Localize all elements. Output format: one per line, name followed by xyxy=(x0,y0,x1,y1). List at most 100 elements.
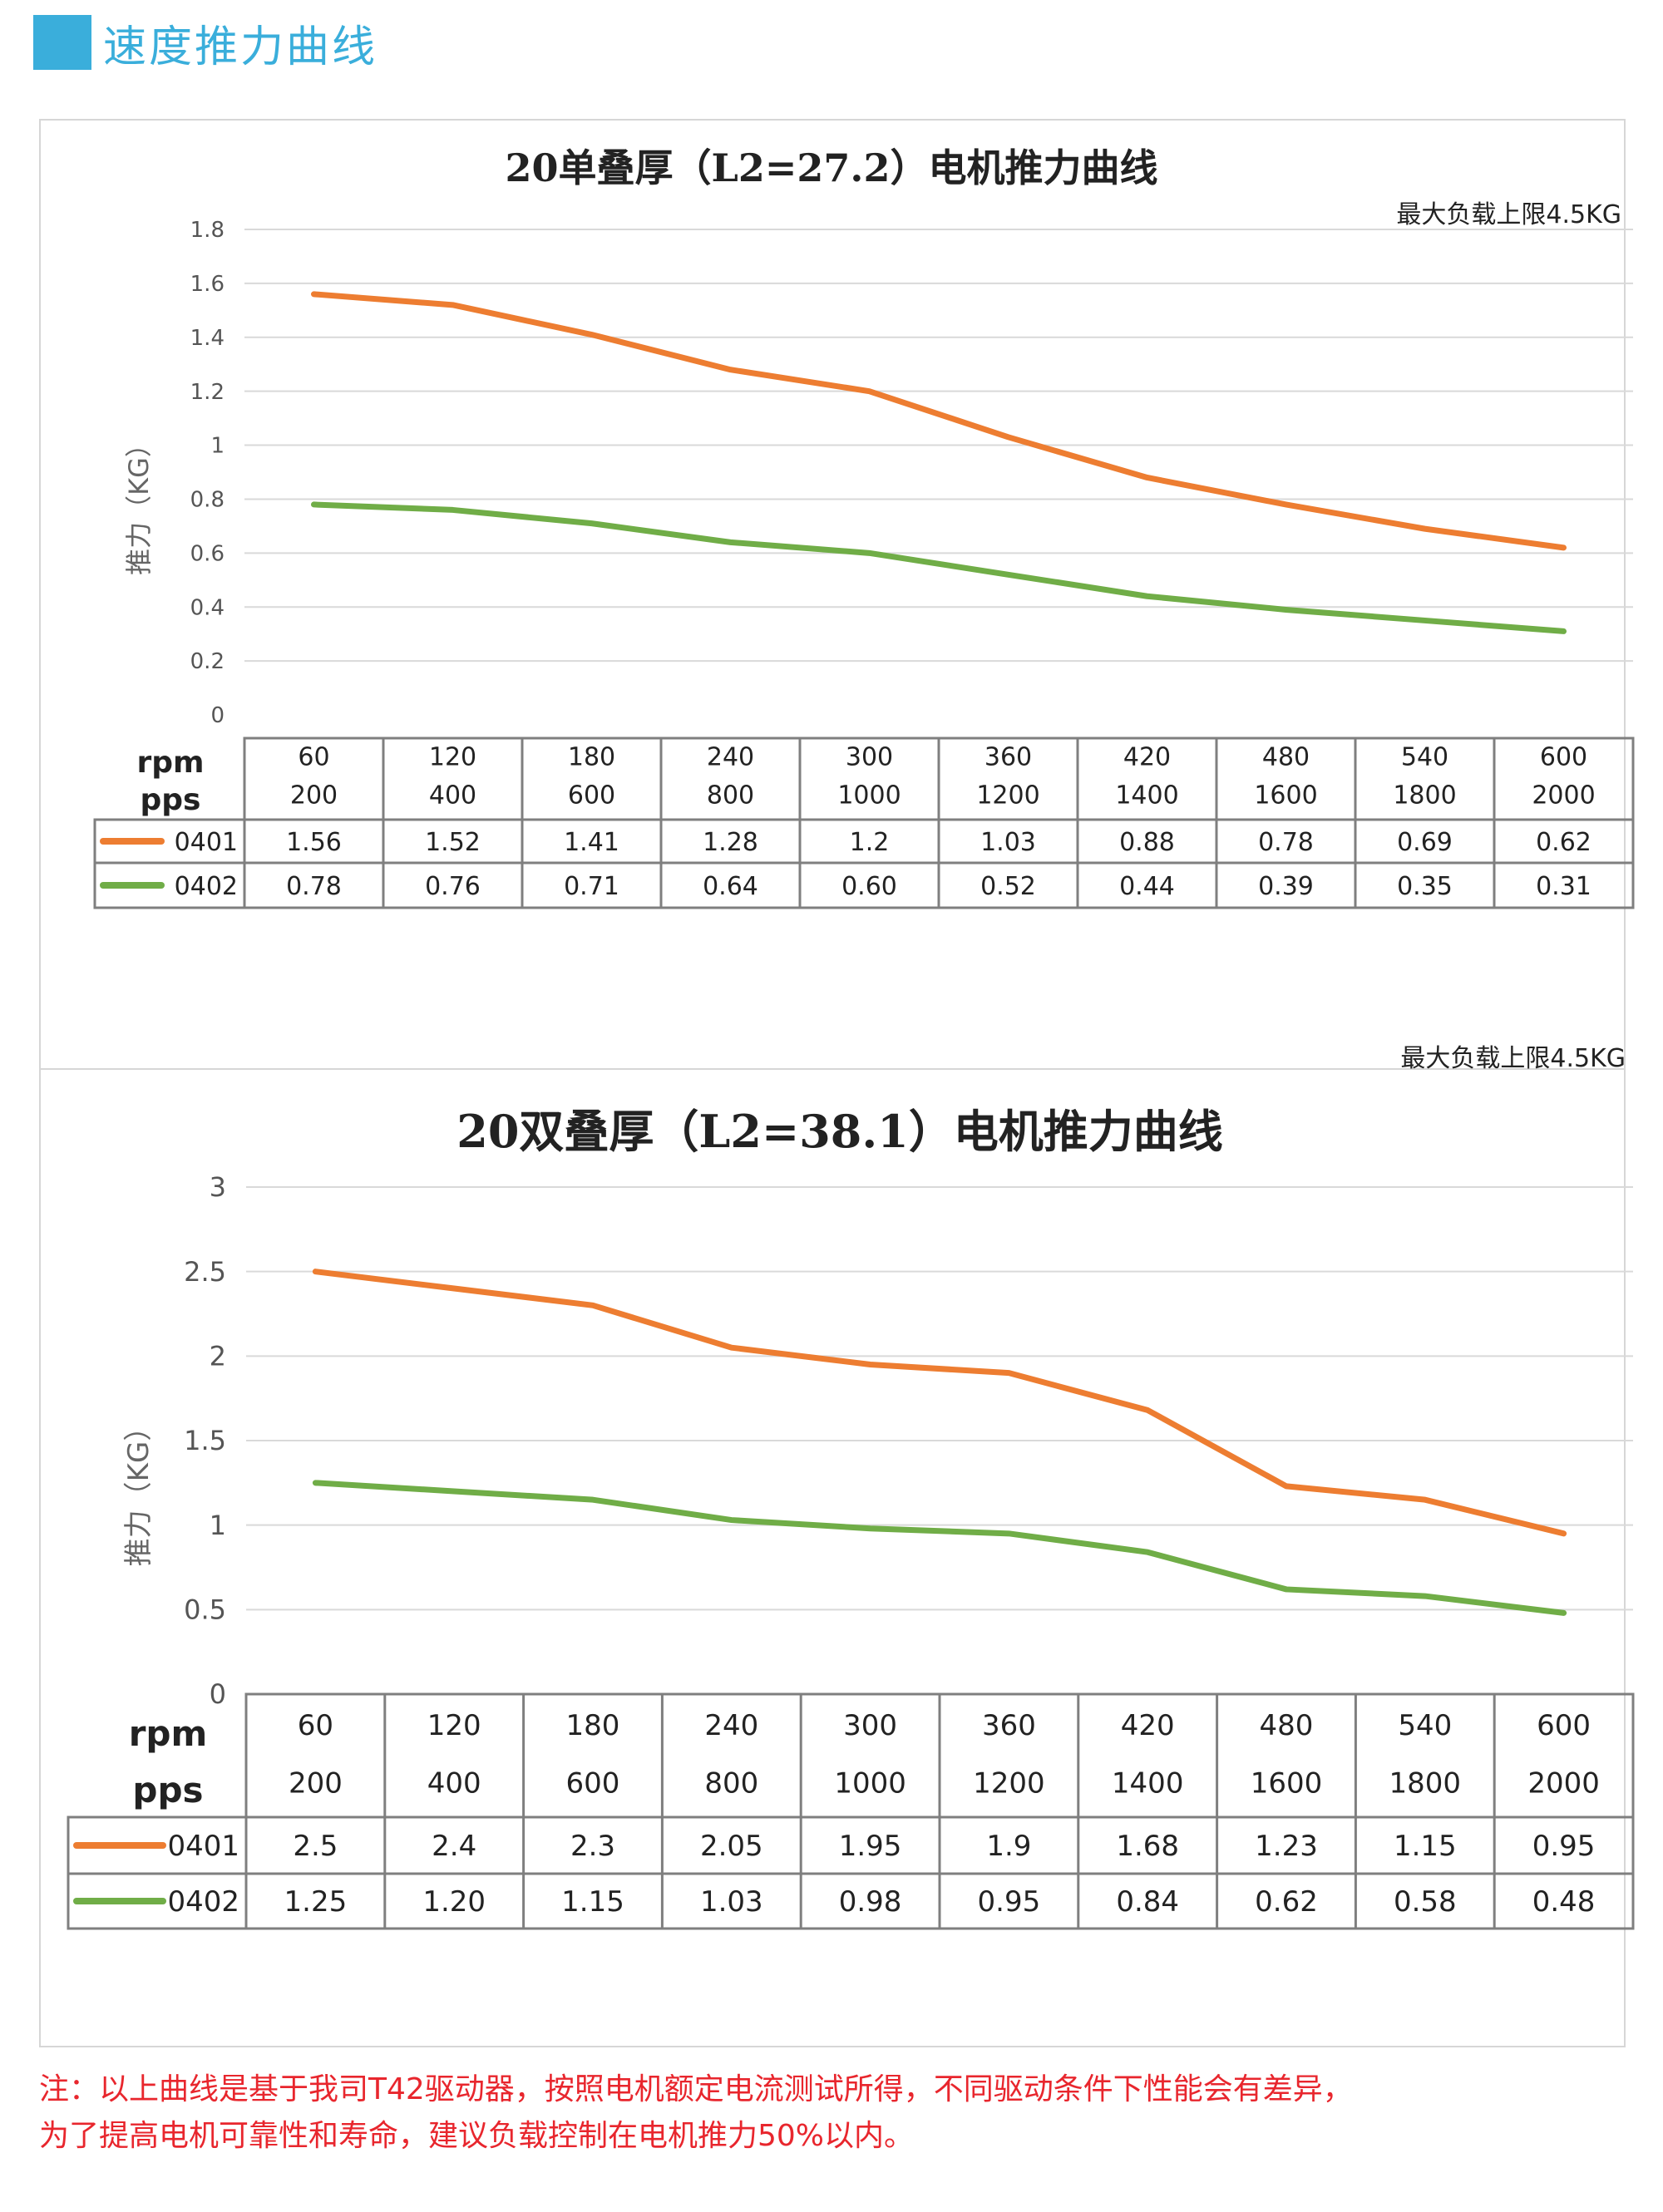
chart2-y-tick-label: 2.5 xyxy=(184,1256,226,1288)
chart1-y-tick-label: 0.6 xyxy=(190,541,225,566)
chart2-rpm-label: 60 xyxy=(298,1709,333,1742)
chart2-data-label-0401: 1.68 xyxy=(1116,1830,1179,1863)
chart2-pps-label: 2000 xyxy=(1527,1766,1600,1800)
chart2-data-label-0402: 1.20 xyxy=(422,1885,486,1919)
chart2-pps-label: 1000 xyxy=(834,1766,906,1800)
chart1-data-label-0401: 1.03 xyxy=(980,828,1036,857)
chart1-y-tick-label: 1.8 xyxy=(190,218,225,243)
chart1-data-label-0401: 0.69 xyxy=(1397,828,1453,857)
charts-divider xyxy=(39,1068,1626,1070)
chart2-data-label-0401: 2.05 xyxy=(700,1830,763,1863)
chart1-pps-label: 800 xyxy=(707,781,754,810)
chart1-data-label-0401: 1.28 xyxy=(703,828,758,857)
chart1-legend-label-0401: 0401 xyxy=(175,828,238,857)
chart1-y-tick-label: 1 xyxy=(210,434,225,459)
chart2-y-tick-label: 3 xyxy=(210,1171,226,1203)
chart1-data-label-0402: 0.31 xyxy=(1536,872,1591,901)
section-marker-icon xyxy=(33,15,91,70)
chart1-max-load-note: 最大负载上限4.5KG xyxy=(1396,200,1621,229)
chart1-rpm-label: 180 xyxy=(568,742,615,771)
chart2-data-label-0402: 0.48 xyxy=(1532,1885,1596,1919)
chart1-rpm-label: 480 xyxy=(1262,742,1310,771)
chart2-row-label-pps: pps xyxy=(132,1770,203,1810)
chart2-rpm-label: 120 xyxy=(427,1709,481,1742)
chart2-rpm-label: 600 xyxy=(1537,1709,1591,1742)
chart2-pps-label: 1200 xyxy=(973,1766,1045,1800)
chart1-y-tick-label: 0.8 xyxy=(190,488,225,513)
chart2-data-label-0401: 1.95 xyxy=(839,1830,902,1863)
note-line-1: 注：以上曲线是基于我司T42驱动器，按照电机额定电流测试所得，不同驱动条件下性能… xyxy=(39,2072,1353,2106)
chart1-data-label-0402: 0.44 xyxy=(1119,872,1175,901)
chart1-pps-label: 1600 xyxy=(1254,781,1317,810)
chart2-data-label-0401: 2.3 xyxy=(570,1830,615,1863)
chart2-y-tick-label: 0 xyxy=(210,1678,226,1710)
chart2-pps-label: 1600 xyxy=(1251,1766,1323,1800)
chart1-data-label-0402: 0.35 xyxy=(1397,872,1453,901)
chart2-pps-label: 400 xyxy=(427,1766,481,1800)
chart1-rpm-label: 600 xyxy=(1540,742,1587,771)
chart2-y-tick-label: 2 xyxy=(210,1341,226,1372)
chart1-data-label-0401: 0.78 xyxy=(1258,828,1314,857)
chart2-data-label-0401: 1.23 xyxy=(1255,1830,1318,1863)
chart1-row-label-rpm: rpm xyxy=(136,746,204,780)
chart1-y-tick-label: 0 xyxy=(210,703,225,728)
chart1-rpm-label: 300 xyxy=(846,742,893,771)
chart1-pps-label: 1400 xyxy=(1115,781,1178,810)
chart1-rpm-label: 240 xyxy=(707,742,754,771)
chart2-data-label-0402: 1.03 xyxy=(700,1885,763,1919)
note-line-2: 为了提高电机可靠性和寿命，建议负载控制在电机推力50%以内。 xyxy=(39,2119,915,2153)
chart1-data-label-0401: 1.56 xyxy=(286,828,342,857)
chart2-data-label-0401: 2.5 xyxy=(293,1830,338,1863)
chart1-rpm-label: 540 xyxy=(1401,742,1448,771)
chart1-y-tick-label: 1.2 xyxy=(190,380,225,405)
chart2-data-label-0401: 1.9 xyxy=(986,1830,1031,1863)
chart1-data-label-0402: 0.76 xyxy=(425,872,481,901)
chart1-data-label-0401: 0.88 xyxy=(1119,828,1175,857)
chart2-rpm-label: 240 xyxy=(704,1709,758,1742)
chart2-rpm-label: 360 xyxy=(982,1709,1036,1742)
chart2-pps-label: 200 xyxy=(289,1766,343,1800)
chart1-y-tick-label: 1.4 xyxy=(190,326,225,351)
chart1-data-label-0401: 1.2 xyxy=(850,828,890,857)
chart1-y-tick-label: 0.2 xyxy=(190,649,225,674)
chart2-y-tick-label: 1.5 xyxy=(184,1425,226,1456)
chart2-data-label-0401: 0.95 xyxy=(1532,1830,1596,1863)
chart2-y-tick-label: 0.5 xyxy=(184,1594,226,1626)
chart2-rpm-label: 540 xyxy=(1398,1709,1452,1742)
section-header: 速度推力曲线 xyxy=(33,15,378,72)
chart1-pps-label: 1000 xyxy=(837,781,901,810)
chart1-y-tick-label: 0.4 xyxy=(190,595,225,620)
charts-frame xyxy=(39,119,1626,2047)
chart1-legend-label-0402: 0402 xyxy=(175,872,238,901)
chart2-data-label-0402: 1.25 xyxy=(284,1885,348,1919)
chart1-data-label-0402: 0.78 xyxy=(286,872,342,901)
chart2-data-label-0401: 2.4 xyxy=(432,1830,476,1863)
chart1-series-0402-line xyxy=(311,501,1567,634)
chart1-y-tick-label: 1.6 xyxy=(190,272,225,297)
chart1-title: 20单叠厚（L2=27.2）电机推力曲线 xyxy=(506,145,1158,190)
chart2-y-axis-label: 推力（KG） xyxy=(122,1413,155,1567)
chart2-data-label-0402: 0.58 xyxy=(1394,1885,1457,1919)
chart1-data-label-0401: 0.62 xyxy=(1536,828,1591,857)
chart1-data-label-0401: 1.52 xyxy=(425,828,481,857)
chart1-series-0401-line xyxy=(311,291,1567,551)
chart2-y-tick-label: 1 xyxy=(210,1510,226,1541)
chart2-pps-label: 600 xyxy=(566,1766,620,1800)
chart1-pps-label: 400 xyxy=(429,781,476,810)
chart2-rpm-label: 180 xyxy=(566,1709,620,1742)
chart2-pps-label: 800 xyxy=(704,1766,758,1800)
chart2-series-0401-line xyxy=(312,1269,1567,1537)
chart2-data-label-0401: 1.15 xyxy=(1394,1830,1457,1863)
chart1-data-label-0402: 0.71 xyxy=(564,872,619,901)
chart1-pps-label: 1800 xyxy=(1393,781,1456,810)
chart2-series-0402-line xyxy=(312,1480,1567,1616)
chart2-pps-label: 1800 xyxy=(1389,1766,1462,1800)
chart1-data-label-0402: 0.52 xyxy=(980,872,1036,901)
chart2-data-label-0402: 0.62 xyxy=(1255,1885,1318,1919)
section-title: 速度推力曲线 xyxy=(103,22,378,72)
chart1-y-axis-label: 推力（KG） xyxy=(123,431,155,575)
chart2-data-label-0402: 0.95 xyxy=(978,1885,1041,1919)
chart1-rpm-label: 120 xyxy=(429,742,476,771)
chart2-rpm-label: 420 xyxy=(1121,1709,1175,1742)
